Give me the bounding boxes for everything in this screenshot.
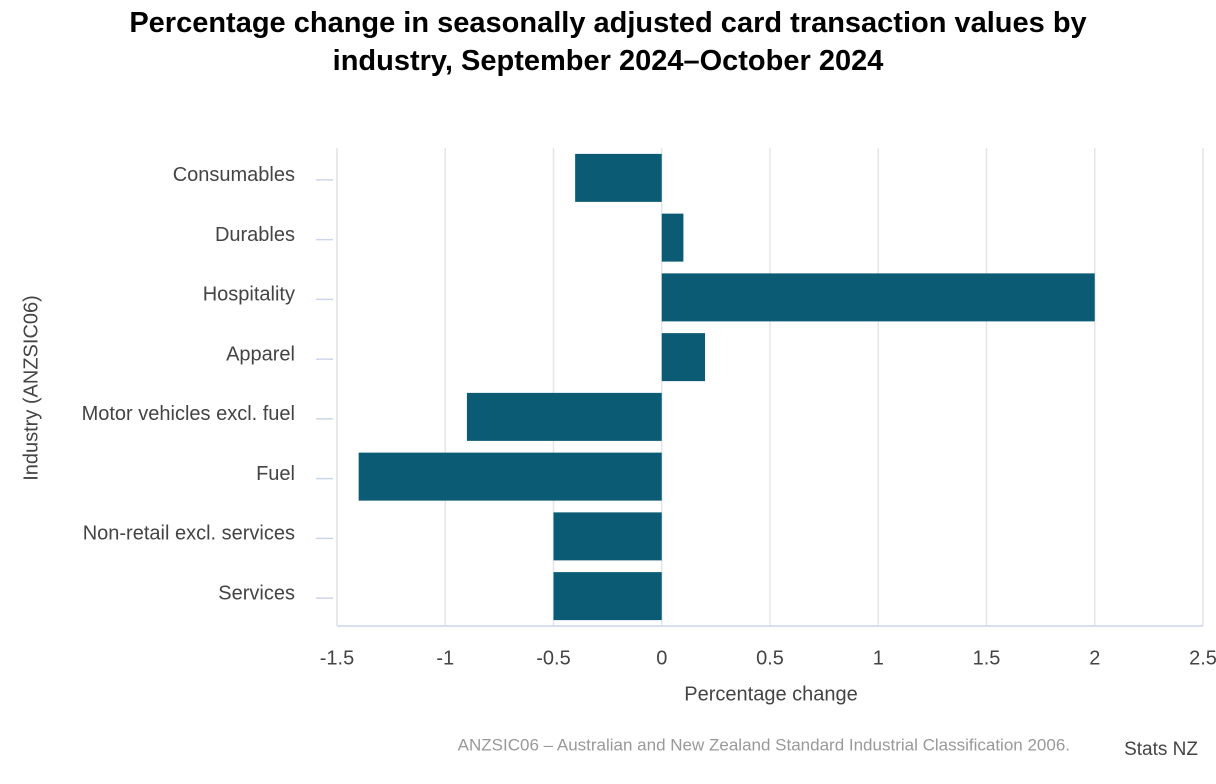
y-tick-label: Hospitality	[203, 284, 295, 306]
y-tick-label: Fuel	[256, 463, 295, 485]
bar	[575, 153, 662, 202]
bar	[358, 452, 662, 501]
bar	[661, 213, 684, 262]
y-tick-label: Consumables	[173, 164, 295, 186]
x-tick-label: 1	[873, 647, 884, 669]
bar	[661, 273, 1095, 322]
y-tick-label: Apparel	[226, 343, 295, 365]
x-tick-label: 0	[656, 647, 667, 669]
bar	[661, 333, 706, 382]
x-tick-label: 0.5	[756, 647, 784, 669]
x-tick-label: 2.5	[1189, 647, 1216, 669]
x-tick-label: -1.5	[320, 647, 354, 669]
y-tick-label: Motor vehicles excl. fuel	[82, 403, 295, 425]
bar	[466, 392, 662, 441]
x-tick-label: -1	[436, 647, 454, 669]
credit: Stats NZ	[1124, 739, 1198, 760]
x-tick-label: 2	[1089, 647, 1100, 669]
bar	[553, 512, 662, 561]
x-axis-label: Percentage change	[684, 683, 857, 705]
x-tick-label: -0.5	[536, 647, 570, 669]
x-tick-label: 1.5	[973, 647, 1001, 669]
chart-title: Percentage change in seasonally adjusted…	[129, 7, 1086, 77]
y-tick-label: Services	[218, 582, 295, 604]
note: ANZSIC06 – Australian and New Zealand St…	[458, 735, 1070, 754]
y-tick-label: Durables	[215, 224, 295, 246]
y-axis-label: Industry (ANZSIC06)	[20, 295, 42, 481]
y-tick-label: Non-retail excl. services	[83, 523, 295, 545]
bar	[553, 572, 662, 621]
